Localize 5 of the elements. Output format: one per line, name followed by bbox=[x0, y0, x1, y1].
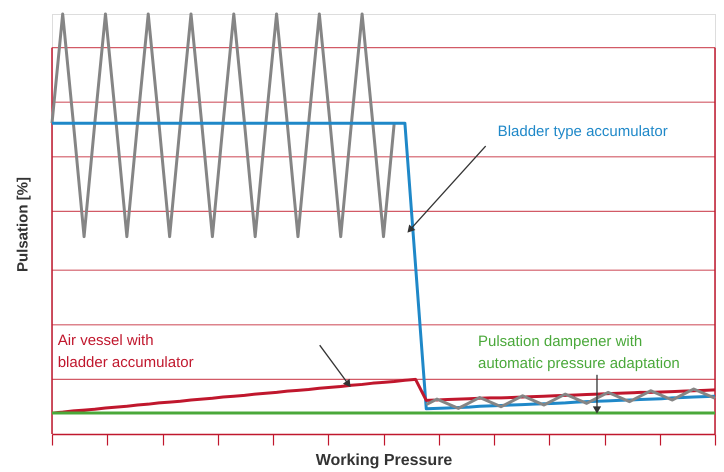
annotation: Air vessel with bladder accumulator bbox=[58, 332, 194, 372]
annotation: Bladder type accumulator bbox=[498, 123, 668, 140]
x-axis-title: Working Pressure bbox=[316, 452, 452, 470]
y-axis-title: Pulsation [%] bbox=[14, 176, 32, 272]
annotation: Pulsation dampener with automatic pressure adaptation bbox=[478, 332, 680, 372]
